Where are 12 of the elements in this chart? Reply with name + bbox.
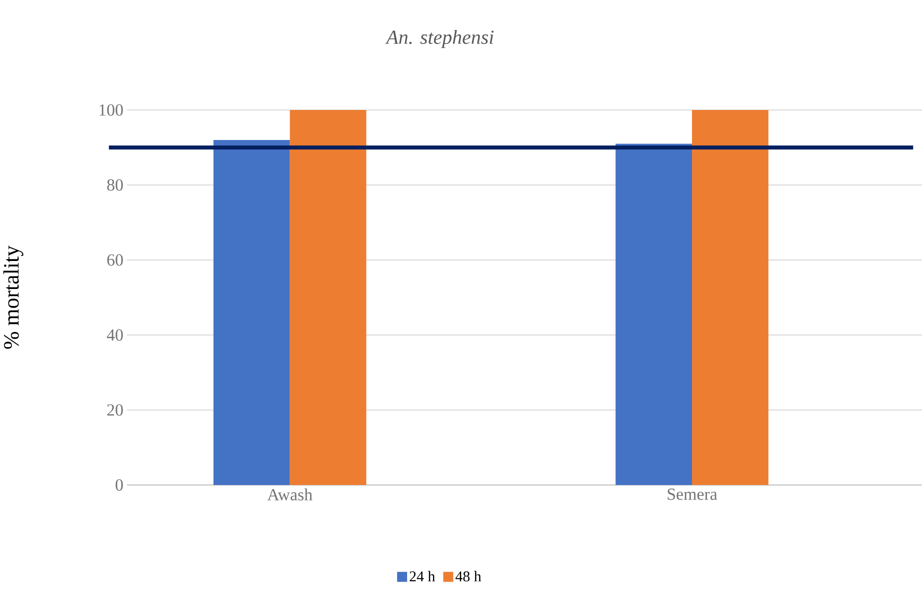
y-tick-label: 80 (107, 179, 123, 191)
x-tick-label: Semera (668, 488, 718, 500)
y-tick-label: 40 (106, 329, 123, 341)
legend-label: 48 h (456, 570, 482, 582)
y-tick-label: 0 (116, 479, 123, 491)
y-tick-label: 20 (107, 404, 123, 416)
x-tick-label: Awash (267, 488, 312, 500)
y-axis-title: % mortality (3, 246, 24, 349)
legend-label: 24 h (410, 570, 436, 582)
chart-title: An. stephensi (385, 30, 494, 48)
y-tick-label: 60 (107, 254, 123, 266)
y-tick-label: 100 (100, 104, 123, 116)
